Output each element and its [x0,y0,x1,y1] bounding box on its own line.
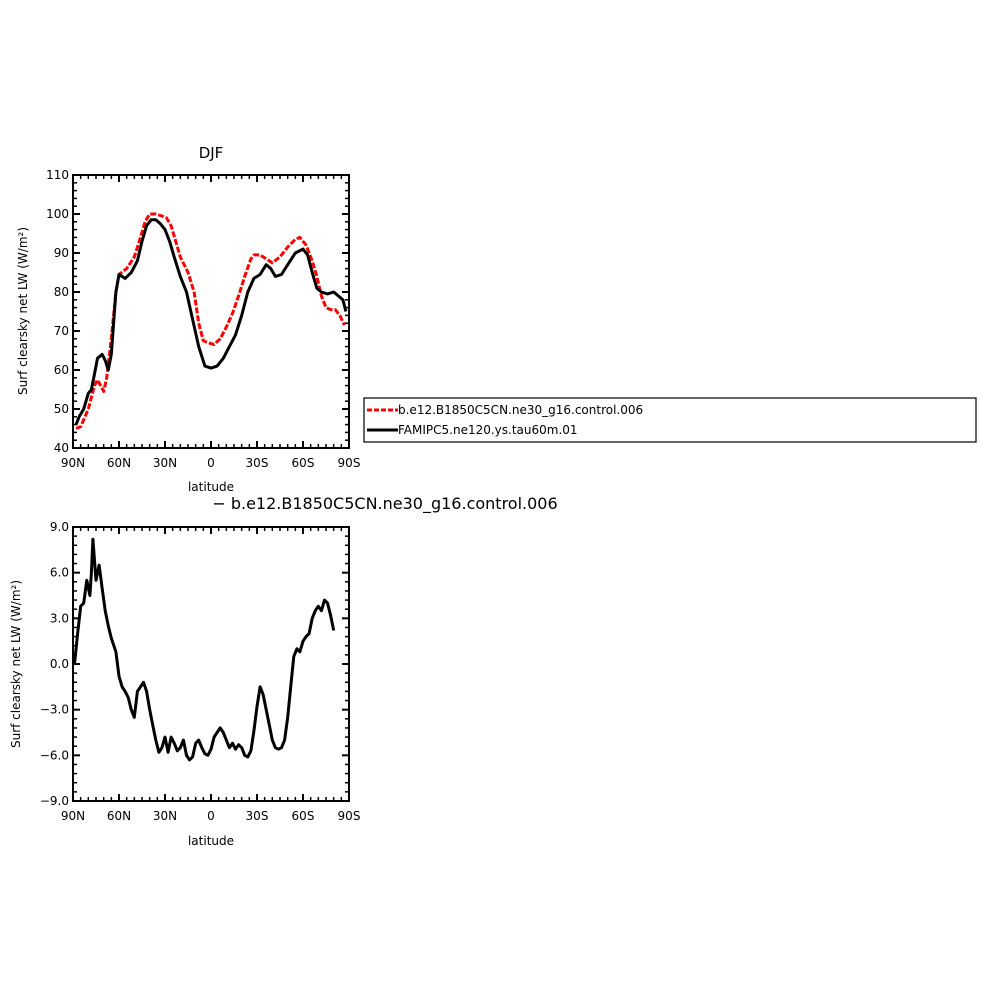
bottom-y-axis-label: Surf clearsky net LW (W/m²) [9,580,23,748]
bottom-y-tick-label: −3.0 [40,703,69,717]
top-chart-title: DJF [199,144,224,162]
bottom-plot-frame [72,526,350,802]
legend-box [363,397,977,443]
top-series-line-1 [75,212,346,430]
top-x-tick-label: 90S [338,456,361,470]
top-series-line-2 [74,218,348,426]
legend-label-series-1: b.e12.B1850C5CN.ne30_g16.control.006 [398,403,643,417]
top-y-tick-label: 70 [54,324,69,338]
bottom-tick-labels: 90N 60N 30N 0 30S 60S 90S −9.0 −6.0 −3.0 0.0 3.0 6.0… [40,520,361,823]
bottom-series-line-1 [73,537,336,762]
top-panel: DJF 90N 60N 30N 0 30S 60S 90S 40 50 60 70 80 90 100 11… [16,144,360,494]
bottom-x-tick-label: 90N [61,809,85,823]
bottom-y-tick-label: −9.0 [40,794,69,808]
top-x-tick-label: 30N [153,456,177,470]
top-y-tick-label: 40 [54,441,69,455]
top-x-tick-label: 60S [292,456,315,470]
top-y-tick-label: 100 [46,207,69,221]
legend: b.e12.B1850C5CN.ne30_g16.control.006 FAM… [363,397,977,443]
top-tick-labels: 90N 60N 30N 0 30S 60S 90S 40 50 60 70 80 90 100 110 [46,168,360,470]
top-x-tick-label: 0 [207,456,215,470]
top-y-tick-label: 50 [54,402,69,416]
top-x-tick-label: 30S [246,456,269,470]
bottom-chart-title: − b.e12.B1850C5CN.ne30_g16.control.006 [212,494,557,514]
bottom-y-tick-label: 9.0 [50,520,69,534]
bottom-x-tick-label: 0 [207,809,215,823]
bottom-series-group [73,537,336,762]
bottom-x-tick-label: 30S [246,809,269,823]
bottom-x-tick-label: 90S [338,809,361,823]
top-y-tick-label: 110 [46,168,69,182]
top-y-tick-label: 90 [54,246,69,260]
bottom-x-tick-label: 60N [107,809,131,823]
bottom-y-tick-label: 3.0 [50,611,69,625]
bottom-x-tick-label: 30N [153,809,177,823]
bottom-x-tick-label: 60S [292,809,315,823]
top-y-tick-label: 60 [54,363,69,377]
top-plot-frame [72,174,350,449]
top-y-axis-label: Surf clearsky net LW (W/m²) [16,227,30,395]
bottom-panel: − b.e12.B1850C5CN.ne30_g16.control.006 9… [9,494,558,848]
bottom-y-tick-label: 6.0 [50,566,69,580]
top-x-axis-label: latitude [188,480,234,494]
top-x-tick-label: 60N [107,456,131,470]
top-y-tick-label: 80 [54,285,69,299]
bottom-y-tick-label: −6.0 [40,748,69,762]
bottom-x-axis-label: latitude [188,834,234,848]
bottom-axis-ticks [72,526,350,802]
bottom-y-tick-label: 0.0 [50,657,69,671]
top-series-group [74,212,348,430]
top-x-tick-label: 90N [61,456,85,470]
legend-label-series-2: FAMIPC5.ne120.ys.tau60m.01 [398,423,578,437]
